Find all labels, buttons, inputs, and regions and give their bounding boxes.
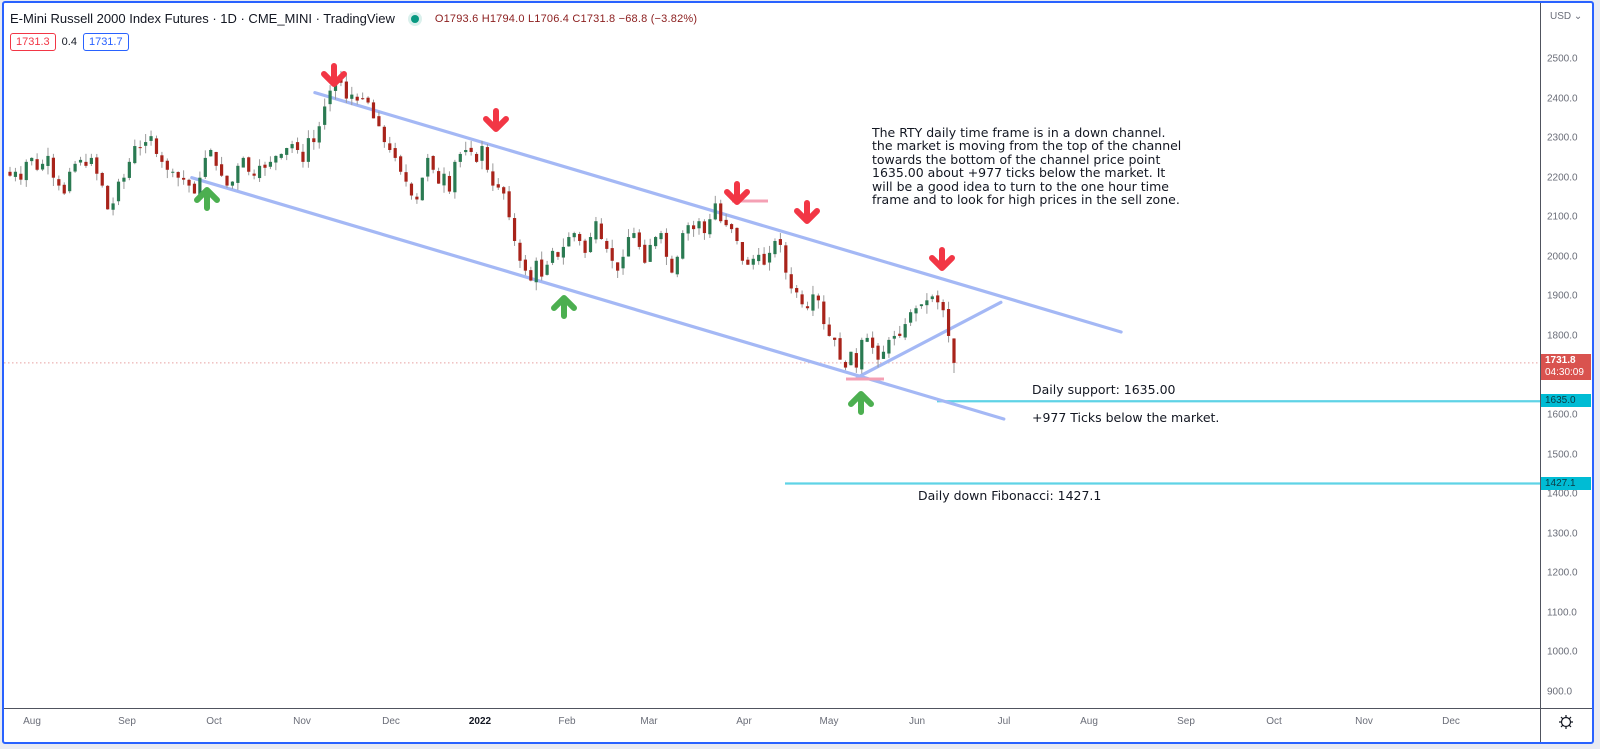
- price-tick-label: 2300.0: [1547, 132, 1578, 144]
- time-tick-label: Nov: [293, 716, 311, 727]
- bid-price-button[interactable]: 1731.3: [10, 33, 56, 51]
- fibonacci-label: Daily down Fibonacci: 1427.1: [918, 488, 1102, 503]
- spread-value: 0.4: [61, 36, 77, 48]
- buy-arrow-up-icon: [194, 187, 220, 211]
- price-tick-label: 2200.0: [1547, 172, 1578, 184]
- market-status-dot-icon: [410, 14, 419, 23]
- support-label: Daily support: 1635.00: [1032, 382, 1176, 397]
- ohlc-values: O1793.6 H1794.0 L1706.4 C1731.8 −68.8 (−…: [434, 12, 698, 25]
- price-tick-label: 1000.0: [1547, 646, 1578, 658]
- sell-arrow-down-icon: [321, 63, 347, 87]
- sell-arrow-down-icon: [724, 181, 750, 205]
- time-tick-label: Aug: [23, 716, 41, 727]
- time-tick-label: Jun: [908, 716, 926, 727]
- price-tick-label: 2400.0: [1547, 93, 1578, 105]
- price-tick-label: 2500.0: [1547, 53, 1578, 65]
- time-tick-label: Dec: [382, 716, 400, 727]
- price-tick-label: 1300.0: [1547, 528, 1578, 540]
- sell-arrow-down-icon: [929, 247, 955, 271]
- time-tick-label: Oct: [1266, 716, 1282, 727]
- price-tick-label: 1500.0: [1547, 449, 1578, 461]
- fibonacci-price-tag: 1427.1: [1541, 477, 1591, 490]
- sell-arrow-down-icon: [794, 200, 820, 224]
- time-tick-label: Apr: [736, 716, 752, 727]
- time-tick-label: Jul: [997, 716, 1011, 727]
- analysis-note: The RTY daily time frame is in a down ch…: [872, 125, 1182, 208]
- currency-selector[interactable]: USD ⌄: [1550, 11, 1583, 22]
- sell-arrow-down-icon: [483, 108, 509, 132]
- chart-canvas[interactable]: [4, 3, 1540, 708]
- bar-countdown: 04:30:09: [1545, 367, 1584, 378]
- time-tick-label: Mar: [640, 716, 658, 727]
- price-tick-label: 1200.0: [1547, 567, 1578, 579]
- time-axis-divider: [4, 708, 1592, 709]
- last-price-tag: 1731.8 04:30:09: [1541, 354, 1591, 380]
- price-tick-label: 1900.0: [1547, 290, 1578, 302]
- time-tick-label: Oct: [206, 716, 222, 727]
- quote-bar: 1731.3 0.4 1731.7: [10, 33, 129, 51]
- support-price-tag: 1635.0: [1541, 394, 1591, 407]
- ask-price-button[interactable]: 1731.7: [82, 33, 129, 51]
- price-tick-label: 2000.0: [1547, 251, 1578, 263]
- time-tick-label: 2022: [468, 716, 492, 727]
- price-tick-label: 1600.0: [1547, 409, 1578, 421]
- price-tick-label: 2100.0: [1547, 211, 1578, 223]
- price-tick-label: 1400.0: [1547, 488, 1578, 500]
- price-tick-label: 900.0: [1547, 686, 1573, 698]
- time-tick-label: Nov: [1355, 716, 1373, 727]
- price-axis[interactable]: [1540, 3, 1592, 742]
- symbol-legend: E-Mini Russell 2000 Index Futures · 1D ·…: [10, 11, 697, 26]
- buy-arrow-up-icon: [551, 295, 577, 319]
- time-tick-label: Dec: [1442, 716, 1460, 727]
- time-tick-label: Aug: [1080, 716, 1098, 727]
- ticks-below-label: +977 Ticks below the market.: [1032, 410, 1220, 425]
- symbol-title[interactable]: E-Mini Russell 2000 Index Futures · 1D ·…: [10, 11, 395, 26]
- settings-gear-icon[interactable]: [1558, 714, 1574, 730]
- time-tick-label: Sep: [1177, 716, 1195, 727]
- time-tick-label: Sep: [118, 716, 136, 727]
- time-tick-label: Feb: [558, 716, 576, 727]
- last-price-value: 1731.8: [1545, 355, 1576, 366]
- buy-arrow-up-icon: [848, 391, 874, 415]
- price-tick-label: 1100.0: [1547, 607, 1577, 619]
- price-tick-label: 1800.0: [1547, 330, 1578, 342]
- time-tick-label: May: [819, 716, 839, 727]
